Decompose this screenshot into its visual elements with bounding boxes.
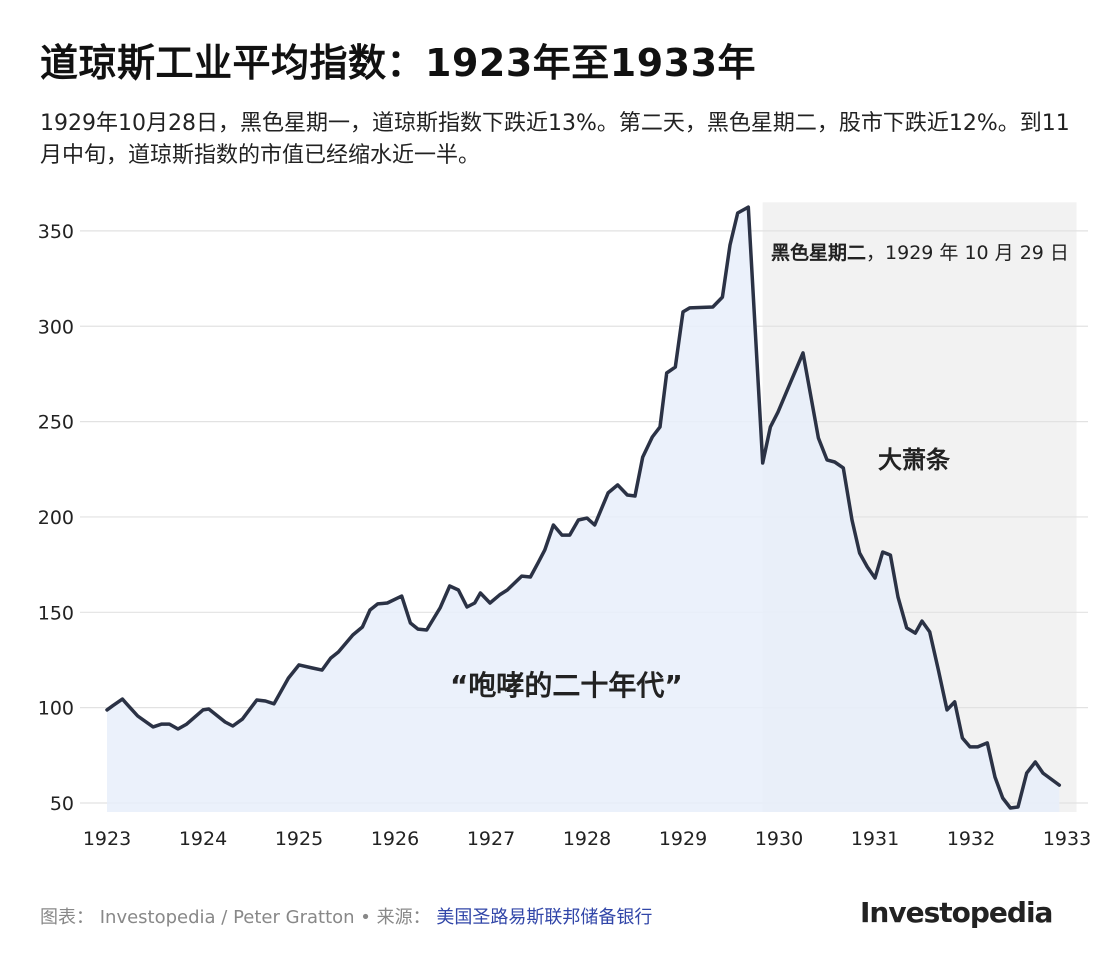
y-tick-label: 200: [38, 507, 74, 529]
x-tick-label: 1923: [83, 828, 131, 850]
source-link[interactable]: 美国圣路易斯联邦储备银行: [436, 907, 653, 928]
x-tick-label: 1932: [947, 828, 995, 850]
area-fill: [107, 207, 1060, 813]
y-tick-label: 350: [38, 221, 74, 243]
subtitle: 1929年10月28日，黑色星期一，道琼斯指数下跌近13%。第二天，黑色星期二，…: [40, 111, 1070, 168]
y-tick-label: 250: [38, 412, 74, 434]
page-title: 道琼斯工业平均指数：1923年至1933年: [40, 41, 757, 85]
investopedia-logo: Investopedia: [860, 896, 1053, 929]
x-tick-label: 1933: [1043, 828, 1091, 850]
y-tick-label: 50: [50, 793, 74, 815]
source-label: 来源：: [376, 907, 431, 928]
chart: 50 100 150 200 250 300 350 1923 1924 1925 1926 192…: [38, 202, 1091, 850]
separator: •: [354, 907, 377, 928]
x-tick-label: 1929: [659, 828, 707, 850]
x-tick-label: 1928: [563, 828, 611, 850]
x-tick-label: 1930: [755, 828, 803, 850]
annotation-roaring-twenties: “咆哮的二十年代”: [450, 669, 683, 702]
x-tick-label: 1925: [275, 828, 323, 850]
annotation-black-tuesday: 黑色星期二，1929 年 10 月 29 日: [771, 238, 1071, 268]
annotation-black-tuesday-date: ，1929 年 10 月 29 日: [866, 242, 1069, 264]
y-tick-label: 150: [38, 602, 74, 624]
annotation-great-depression: 大萧条: [878, 446, 950, 474]
x-tick-label: 1926: [371, 828, 419, 850]
x-tick-label: 1924: [179, 828, 227, 850]
x-tick-label: 1927: [467, 828, 515, 850]
chart-label: 图表：: [40, 907, 94, 928]
y-tick-label: 100: [38, 698, 74, 720]
annotation-black-tuesday-bold: 黑色星期二: [771, 242, 867, 264]
y-tick-label: 300: [38, 316, 74, 338]
footer: 图表： Investopedia / Peter Gratton • 来源： 美…: [40, 903, 652, 929]
x-tick-label: 1931: [851, 828, 899, 850]
dow-jones-series-line: [105, 205, 1062, 810]
chart-credit: Investopedia / Peter Gratton: [99, 907, 355, 928]
